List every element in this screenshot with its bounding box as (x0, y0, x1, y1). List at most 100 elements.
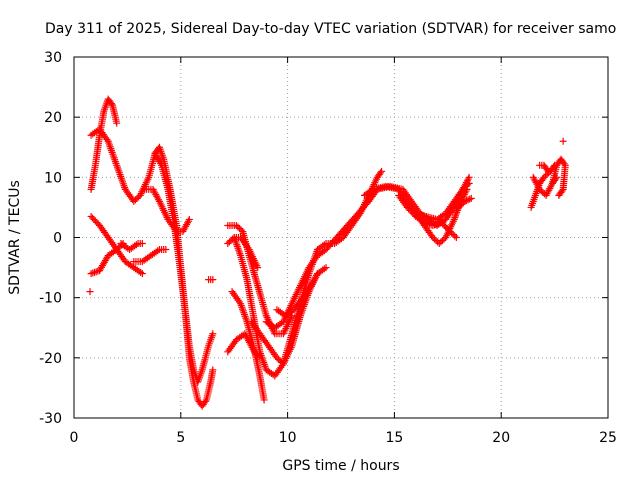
data-marks (86, 95, 569, 410)
data-point (313, 271, 321, 279)
data-point (462, 182, 470, 190)
data-point (537, 187, 545, 195)
data-point (436, 219, 444, 227)
data-point (431, 221, 439, 229)
y-tick-label: 20 (44, 110, 62, 126)
data-point (132, 241, 140, 249)
data-point (467, 194, 475, 202)
data-point (452, 234, 460, 241)
data-point (157, 160, 165, 168)
data-point (276, 357, 284, 365)
data-point (184, 217, 192, 225)
x-tick-label: 10 (279, 430, 297, 446)
data-point (113, 119, 121, 127)
data-point (555, 191, 563, 199)
data-point (432, 220, 440, 228)
data-point (131, 196, 139, 204)
data-point (466, 195, 474, 203)
data-point (435, 240, 443, 248)
data-point (86, 288, 94, 296)
data-point (461, 197, 469, 205)
data-point (543, 166, 551, 174)
data-point (235, 298, 243, 306)
data-point (456, 202, 464, 210)
data-point (322, 264, 330, 272)
data-point (114, 244, 122, 252)
data-point (234, 223, 242, 231)
data-point (273, 354, 281, 362)
data-point (465, 173, 473, 181)
data-point (446, 227, 454, 235)
data-point (107, 100, 115, 108)
data-point (429, 234, 437, 241)
data-point (556, 190, 564, 198)
data-point (138, 270, 146, 278)
data-point (137, 268, 145, 276)
y-tick-label: 10 (44, 170, 62, 186)
y-tick-label: 30 (44, 50, 62, 66)
data-point (465, 179, 473, 187)
data-point (454, 203, 462, 211)
data-point (540, 173, 548, 181)
data-point (429, 221, 437, 229)
data-point (542, 172, 550, 180)
data-point (367, 187, 375, 195)
data-point (92, 268, 100, 276)
data-point (224, 240, 232, 248)
data-point (232, 221, 240, 229)
data-point (260, 396, 268, 404)
data-point (377, 169, 385, 177)
data-point (91, 268, 99, 276)
data-point (424, 220, 432, 228)
data-point (155, 196, 163, 204)
data-point (451, 232, 459, 240)
axis-ticks: 0 5 10 15 20 25 -30 -20 -10 0 10 20 30 (39, 50, 617, 446)
data-point (89, 269, 97, 277)
data-point (103, 136, 111, 144)
data-point (227, 237, 235, 245)
data-point (544, 167, 552, 175)
data-point (445, 226, 453, 234)
data-point (536, 185, 544, 193)
data-point (437, 238, 445, 246)
data-point (237, 226, 245, 234)
data-point (185, 215, 193, 223)
data-point (464, 196, 472, 204)
data-point (432, 237, 440, 245)
data-point (133, 194, 141, 202)
data-point (560, 160, 568, 168)
data-point (162, 246, 170, 254)
y-axis-label: SDTVAR / TECUs (7, 180, 23, 295)
x-tick-label: 0 (70, 430, 79, 446)
x-tick-label: 20 (492, 430, 510, 446)
data-point (378, 167, 386, 175)
data-point (201, 397, 209, 405)
data-point (113, 246, 121, 254)
y-tick-label: 0 (53, 231, 62, 247)
x-tick-label: 5 (176, 430, 185, 446)
y-tick-label: -20 (39, 351, 62, 367)
data-point (236, 224, 244, 232)
data-point (320, 265, 328, 273)
data-point (87, 270, 95, 278)
data-point (420, 218, 428, 226)
data-point (130, 197, 138, 205)
data-point (438, 237, 446, 245)
data-point (275, 355, 283, 363)
data-point (209, 276, 217, 284)
chart-title: Day 311 of 2025, Sidereal Day-to-day VTE… (45, 21, 616, 37)
data-point (209, 330, 217, 338)
data-point (448, 229, 456, 237)
data-point (254, 264, 262, 272)
data-point (464, 181, 472, 189)
data-point (462, 197, 470, 205)
data-point (422, 219, 430, 227)
x-axis-label: GPS time / hours (282, 458, 399, 474)
x-tick-label: 15 (385, 430, 403, 446)
x-tick-label: 25 (599, 430, 617, 446)
data-point (458, 200, 466, 208)
data-point (559, 137, 567, 145)
y-tick-label: -10 (39, 291, 62, 307)
data-point (154, 247, 162, 255)
